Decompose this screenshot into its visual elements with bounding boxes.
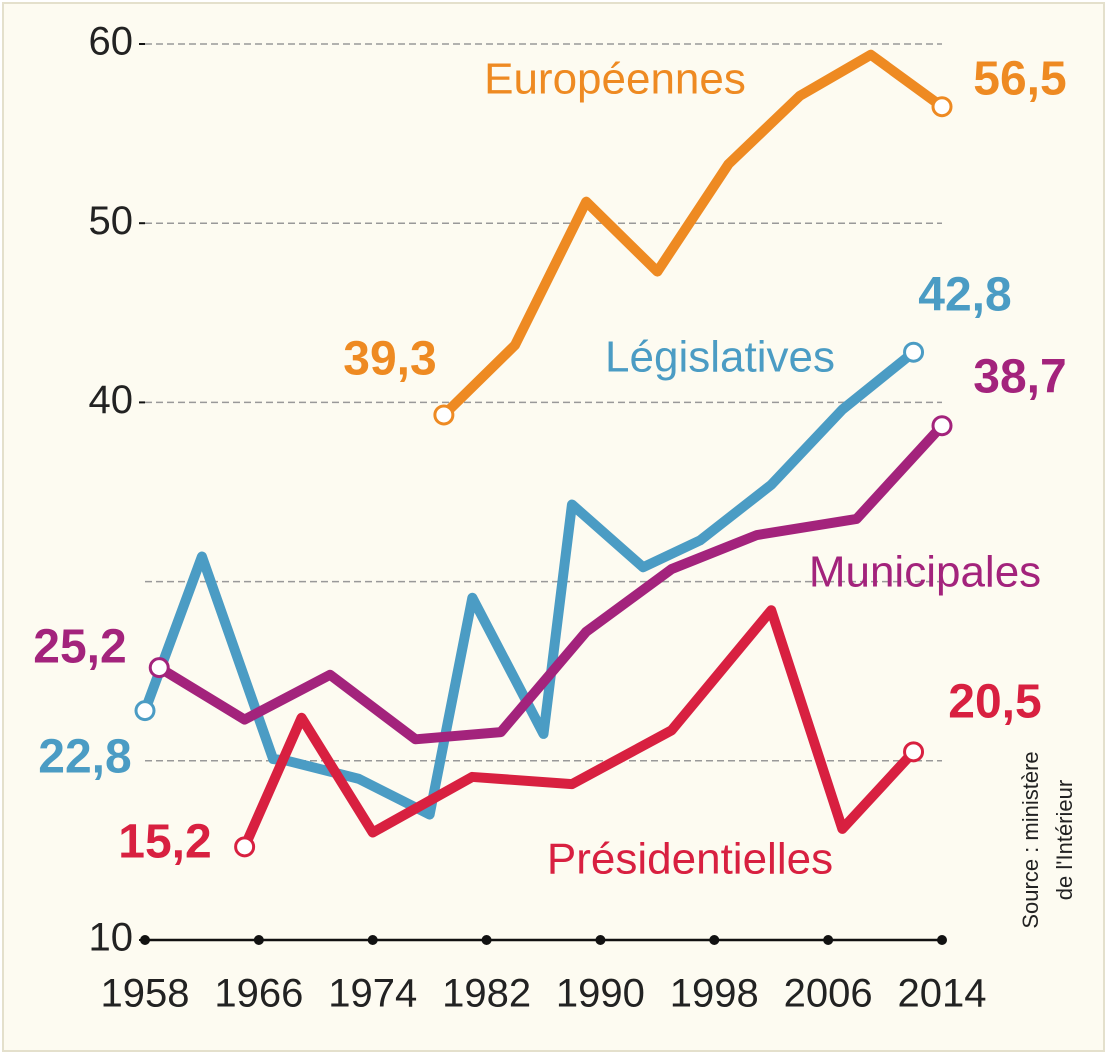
y-tick-label: 60 [89, 20, 134, 64]
end-marker [931, 415, 953, 437]
end-marker [433, 404, 455, 426]
x-tick [367, 935, 378, 945]
value-label: 39,3 [343, 333, 436, 386]
x-tick-label: 2014 [898, 972, 987, 1016]
x-tick [937, 935, 947, 945]
line [239, 605, 919, 852]
series-name: Présidentielles [547, 835, 833, 884]
x-tick [140, 935, 150, 945]
x-tick [253, 935, 264, 945]
end-marker [148, 657, 170, 679]
y-tick-label: 10 [89, 916, 134, 960]
value-label: 42,8 [918, 269, 1011, 322]
line [154, 420, 947, 745]
end-marker [931, 96, 953, 118]
value-label: 22,8 [38, 731, 131, 784]
x-tick [595, 935, 606, 945]
x-tick-label: 1966 [214, 972, 303, 1016]
series-name: Municipales [809, 548, 1041, 597]
x-tick-label: 1974 [328, 972, 417, 1016]
x-tick-label: 1958 [101, 972, 190, 1016]
source-line: de l'Intérieur [1052, 780, 1077, 900]
end-marker [134, 700, 156, 722]
line [140, 347, 919, 820]
end-marker [234, 836, 256, 858]
value-label: 15,2 [118, 816, 211, 869]
y-tick-label: 50 [89, 199, 134, 243]
x-tick [823, 935, 834, 945]
source-line: Source : ministère [1018, 751, 1043, 928]
x-tick [481, 935, 492, 945]
end-marker [903, 341, 925, 363]
series-name: Européennes [484, 55, 746, 104]
source: Source : ministère de l'Intérieur [1018, 751, 1077, 928]
line [438, 49, 947, 420]
y-tick-label: 40 [89, 378, 134, 422]
series-name: Législatives [605, 333, 835, 382]
x-tick-label: 1990 [556, 972, 645, 1016]
value-label: 38,7 [973, 351, 1066, 404]
x-tick-label: 1982 [442, 972, 531, 1016]
end-marker [903, 741, 925, 763]
value-label: 25,2 [33, 621, 126, 674]
x-tick [709, 935, 720, 945]
value-label: 56,5 [973, 53, 1066, 106]
x-tick-label: 2006 [784, 972, 873, 1016]
value-label: 20,5 [948, 676, 1041, 729]
x-tick-label: 1998 [670, 972, 759, 1016]
